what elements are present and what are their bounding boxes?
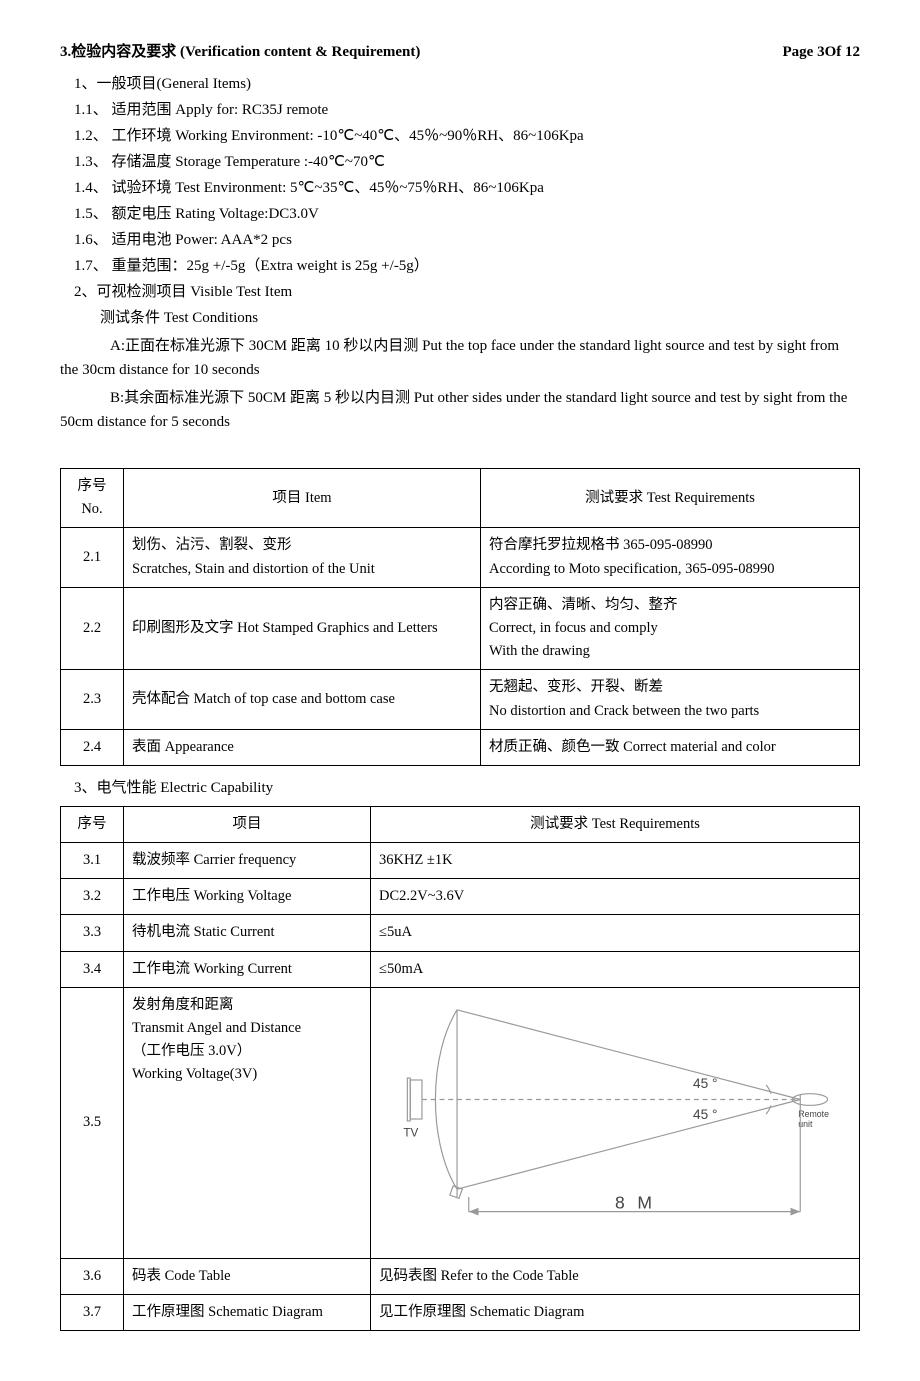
- cell-no: 3.7: [61, 1295, 124, 1331]
- cell-req: DC2.2V~3.6V: [371, 879, 860, 915]
- cell-req: TV Remote unit 45 ° 45 ° 8 M: [371, 987, 860, 1258]
- general-item: 1.2、 工作环境 Working Environment: -10℃~40℃、…: [60, 124, 860, 148]
- general-heading: 1、一般项目(General Items): [60, 72, 860, 96]
- general-item: 1.1、 适用范围 Apply for: RC35J remote: [60, 98, 860, 122]
- cell-no: 3.2: [61, 879, 124, 915]
- visible-heading: 2、可视检测项目 Visible Test Item: [60, 280, 860, 304]
- cell-no: 3.4: [61, 951, 124, 987]
- table-row: 3.7工作原理图 Schematic Diagram见工作原理图 Schemat…: [61, 1295, 860, 1331]
- general-item: 1.6、 适用电池 Power: AAA*2 pcs: [60, 228, 860, 252]
- col-req: 测试要求 Test Requirements: [481, 469, 860, 528]
- col-item: 项目 Item: [124, 469, 481, 528]
- cell-no: 3.5: [61, 987, 124, 1258]
- general-item: 1.5、 额定电压 Rating Voltage:DC3.0V: [60, 202, 860, 226]
- cell-item: 工作原理图 Schematic Diagram: [124, 1295, 371, 1331]
- cell-req: 无翘起、变形、开裂、断差 No distortion and Crack bet…: [481, 670, 860, 729]
- page-header: 3.检验内容及要求 (Verification content & Requir…: [60, 40, 860, 64]
- cell-item: 待机电流 Static Current: [124, 915, 371, 951]
- cell-req: 见码表图 Refer to the Code Table: [371, 1258, 860, 1294]
- cell-item: 壳体配合 Match of top case and bottom case: [124, 670, 481, 729]
- table-row: 2.1划伤、沾污、割裂、变形 Scratches, Stain and dist…: [61, 528, 860, 587]
- general-item: 1.7、 重量范围：25g +/-5g（Extra weight is 25g …: [60, 254, 860, 278]
- electric-heading: 3、电气性能 Electric Capability: [74, 776, 860, 800]
- cell-item: 印刷图形及文字 Hot Stamped Graphics and Letters: [124, 587, 481, 670]
- cell-no: 3.3: [61, 915, 124, 951]
- col-item: 项目: [124, 806, 371, 842]
- col-req: 测试要求 Test Requirements: [371, 806, 860, 842]
- cell-item: 表面 Appearance: [124, 729, 481, 765]
- cell-item: 码表 Code Table: [124, 1258, 371, 1294]
- table-row: 3.2工作电压 Working VoltageDC2.2V~3.6V: [61, 879, 860, 915]
- section-title: 3.检验内容及要求 (Verification content & Requir…: [60, 40, 420, 64]
- visible-test-table: 序号 No. 项目 Item 测试要求 Test Requirements 2.…: [60, 468, 860, 766]
- cell-item: 工作电压 Working Voltage: [124, 879, 371, 915]
- cell-req: 符合摩托罗拉规格书 365-095-08990 According to Mot…: [481, 528, 860, 587]
- condition-b: B:其余面标准光源下 50CM 距离 5 秒以内目测 Put other sid…: [60, 386, 860, 434]
- general-item: 1.4、 试验环境 Test Environment: 5℃~35℃、45％~7…: [60, 176, 860, 200]
- general-item: 1.3、 存储温度 Storage Temperature :-40℃~70℃: [60, 150, 860, 174]
- cell-req: 材质正确、颜色一致 Correct material and color: [481, 729, 860, 765]
- cell-no: 3.1: [61, 843, 124, 879]
- col-no: 序号: [61, 806, 124, 842]
- cell-item: 载波频率 Carrier frequency: [124, 843, 371, 879]
- cell-no: 2.1: [61, 528, 124, 587]
- cell-item: 发射角度和距离 Transmit Angel and Distance （工作电…: [124, 987, 371, 1258]
- cell-req: ≤50mA: [371, 951, 860, 987]
- svg-text:45 °: 45 °: [693, 1076, 717, 1091]
- svg-text:TV: TV: [403, 1126, 418, 1139]
- table-row: 2.2印刷图形及文字 Hot Stamped Graphics and Lett…: [61, 587, 860, 670]
- table-row: 2.4表面 Appearance材质正确、颜色一致 Correct materi…: [61, 729, 860, 765]
- table-row: 3.5发射角度和距离 Transmit Angel and Distance （…: [61, 987, 860, 1258]
- table-row: 2.3壳体配合 Match of top case and bottom cas…: [61, 670, 860, 729]
- cell-no: 2.2: [61, 587, 124, 670]
- transmit-diagram: TV Remote unit 45 ° 45 ° 8 M: [381, 999, 849, 1239]
- table-header-row: 序号 项目 测试要求 Test Requirements: [61, 806, 860, 842]
- table-row: 3.4工作电流 Working Current≤50mA: [61, 951, 860, 987]
- cell-req: ≤5uA: [371, 915, 860, 951]
- svg-text:Remote: Remote: [798, 1109, 829, 1119]
- col-no: 序号 No.: [61, 469, 124, 528]
- cell-req: 36KHZ ±1K: [371, 843, 860, 879]
- cell-req: 见工作原理图 Schematic Diagram: [371, 1295, 860, 1331]
- cell-item: 划伤、沾污、割裂、变形 Scratches, Stain and distort…: [124, 528, 481, 587]
- table-row: 3.1载波频率 Carrier frequency36KHZ ±1K: [61, 843, 860, 879]
- cell-no: 3.6: [61, 1258, 124, 1294]
- table-header-row: 序号 No. 项目 Item 测试要求 Test Requirements: [61, 469, 860, 528]
- table-row: 3.3待机电流 Static Current≤5uA: [61, 915, 860, 951]
- cell-req: 内容正确、清晰、均匀、整齐 Correct, in focus and comp…: [481, 587, 860, 670]
- cell-no: 2.3: [61, 670, 124, 729]
- table-row: 3.6码表 Code Table见码表图 Refer to the Code T…: [61, 1258, 860, 1294]
- svg-text:8 M: 8 M: [615, 1192, 656, 1212]
- cell-no: 2.4: [61, 729, 124, 765]
- cell-item: 工作电流 Working Current: [124, 951, 371, 987]
- test-conditions-label: 测试条件 Test Conditions: [60, 306, 860, 330]
- page-number: Page 3Of 12: [783, 40, 860, 64]
- condition-a: A:正面在标准光源下 30CM 距离 10 秒以内目测 Put the top …: [60, 334, 860, 382]
- svg-text:45 °: 45 °: [693, 1107, 717, 1122]
- electric-table: 序号 项目 测试要求 Test Requirements 3.1载波频率 Car…: [60, 806, 860, 1331]
